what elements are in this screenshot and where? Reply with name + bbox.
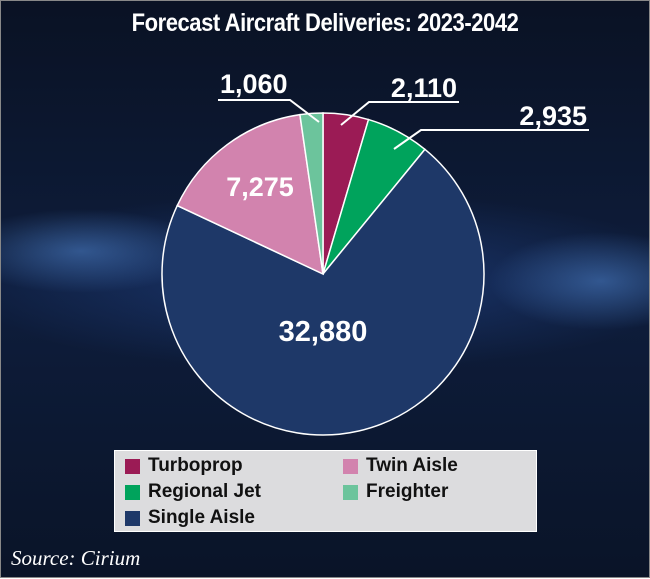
source-note: Source: Cirium (11, 546, 141, 570)
legend-label: Turboprop (148, 455, 243, 476)
legend-swatch (125, 484, 140, 500)
legend-label: Twin Aisle (366, 455, 458, 476)
leader-line (340, 101, 459, 126)
legend-swatch (125, 510, 140, 526)
data-label: 2,110 (391, 73, 457, 103)
legend-item-freighter: Freighter (343, 481, 448, 503)
legend-item-regional-jet: Regional Jet (125, 481, 261, 503)
data-label: 1,060 (220, 69, 288, 99)
data-label: 32,880 (279, 316, 368, 348)
legend-item-single-aisle: Single Aisle (125, 507, 255, 529)
legend-label: Freighter (366, 481, 449, 502)
legend-label: Regional Jet (148, 481, 261, 502)
leader-line (218, 99, 320, 123)
legend-swatch (125, 458, 140, 474)
legend-swatch (343, 484, 358, 500)
pie-slice-single-aisle (161, 148, 485, 436)
chart-title: Forecast Aircraft Deliveries: 2023-2042 (131, 9, 519, 37)
legend: Turboprop Regional Jet Single Aisle Twin… (114, 450, 537, 532)
legend-item-turboprop: Turboprop (125, 455, 243, 477)
legend-swatch (343, 458, 358, 474)
legend-label: Single Aisle (148, 507, 255, 528)
pie-slice-freighter (299, 112, 324, 275)
pie-slice-twin-aisle (176, 113, 324, 276)
leader-line (393, 129, 589, 150)
data-label: 2,935 (519, 101, 587, 131)
legend-item-twin-aisle: Twin Aisle (343, 455, 458, 477)
data-label: 7,275 (226, 172, 294, 202)
